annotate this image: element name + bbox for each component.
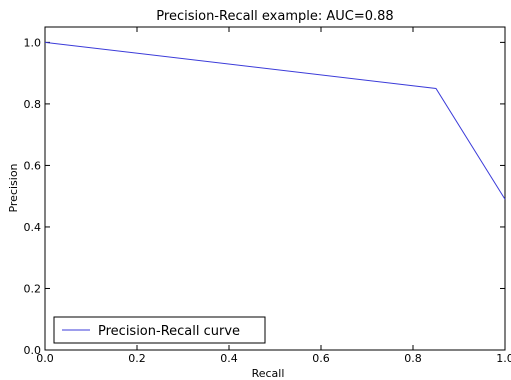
- y-tick-label: 0.4: [24, 221, 42, 234]
- x-tick-label: 1.0: [496, 352, 511, 365]
- x-tick-label: 0.6: [312, 352, 330, 365]
- x-tick-label: 0.0: [36, 352, 54, 365]
- chart-title: Precision-Recall example: AUC=0.88: [156, 9, 393, 24]
- legend: Precision-Recall curve: [53, 316, 266, 344]
- x-tick-label: 0.4: [220, 352, 238, 365]
- axis-ticks: 0.0 0.2 0.4 0.6 0.8 1.0 0.0 0.2 0.4 0.6 0.8 1.0: [24, 27, 511, 365]
- x-tick-label: 0.8: [404, 352, 422, 365]
- y-tick-label: 0.2: [24, 282, 42, 295]
- plot-frame: [44, 26, 506, 351]
- series-line-precision-recall: [44, 41, 506, 200]
- legend-label: Precision-Recall curve: [98, 324, 240, 339]
- y-tick-label: 1.0: [24, 36, 42, 49]
- y-tick-label: 0.8: [24, 98, 42, 111]
- y-axis-label: Precision: [7, 163, 20, 212]
- series-group: [44, 41, 506, 200]
- y-tick-label: 0.0: [24, 344, 42, 357]
- y-tick-label: 0.6: [24, 159, 42, 172]
- x-axis-label: Recall: [252, 367, 285, 380]
- x-tick-label: 0.2: [128, 352, 146, 365]
